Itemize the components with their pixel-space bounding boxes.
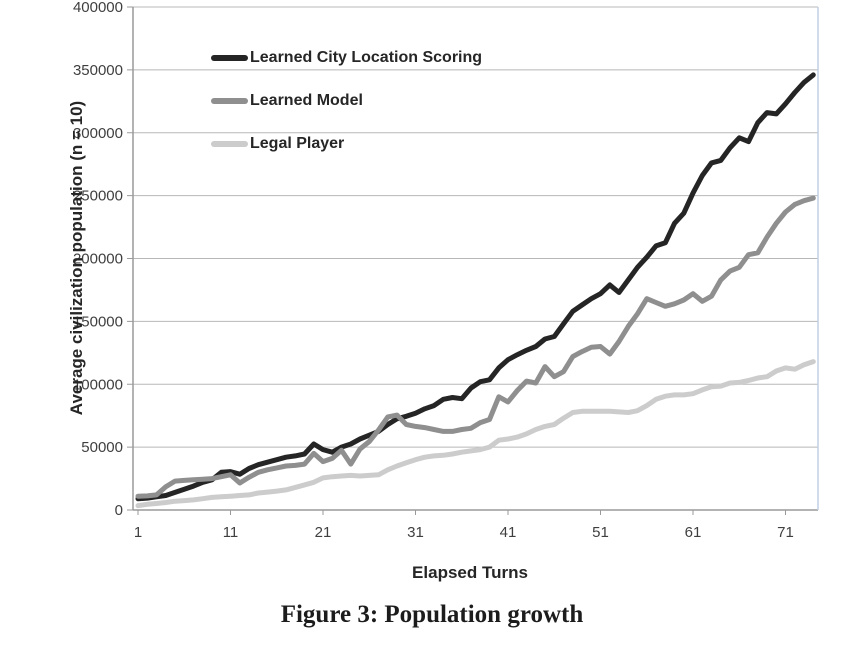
x-tick-label-11: 11 [223,524,239,541]
chart-legend: Learned City Location Scoring Learned Mo… [211,47,482,176]
legend-swatch-lightgray-line [211,141,248,147]
y-tick-label-200000: 200000 [73,251,123,268]
y-tick-label-50000: 50000 [81,439,123,456]
y-tick-label-250000: 250000 [73,188,123,205]
legend-swatch-black-line [211,55,248,61]
legend-item-legal-player: Legal Player [211,133,482,155]
y-tick-label-350000: 350000 [73,62,123,79]
x-tick-label-41: 41 [500,524,517,541]
x-tick-label-21: 21 [315,524,332,541]
population-growth-chart: 0 50000 100000 150000 200000 250000 300000 3500… [67,0,819,582]
series-line-learned-model [135,195,816,499]
axes-layer [127,6,819,515]
y-tick-label-100000: 100000 [73,376,123,393]
series-line-learned-city-location-scoring [135,72,816,502]
x-tick-label-71: 71 [777,524,794,541]
series-line-legal-player [135,359,816,509]
x-tick-label-1: 1 [134,524,142,541]
figure-caption: Figure 3: Population growth [280,601,584,628]
y-tick-label-400000: 400000 [73,0,123,16]
tick-labels-layer: 0 50000 100000 150000 200000 250000 300000 3500… [73,0,794,541]
legend-label: Legal Player [250,135,345,152]
gridlines-layer [133,6,818,448]
x-tick-label-61: 61 [685,524,702,541]
x-tick-label-51: 51 [592,524,609,541]
legend-item-learned-model: Learned Model [211,90,482,112]
legend-label: Learned Model [250,92,363,109]
legend-item-learned-city-location-scoring: Learned City Location Scoring [211,47,482,69]
legend-swatch-gray-line [211,98,248,104]
y-tick-label-300000: 300000 [73,125,123,142]
x-axis-title: Elapsed Turns [412,563,528,582]
y-tick-label-0: 0 [115,502,123,519]
legend-label: Learned City Location Scoring [250,49,483,66]
x-tick-label-31: 31 [407,524,424,541]
y-tick-label-150000: 150000 [73,313,123,330]
y-axis-title: Average civilization population (n = 10) [67,101,86,415]
series-layer [135,72,816,509]
